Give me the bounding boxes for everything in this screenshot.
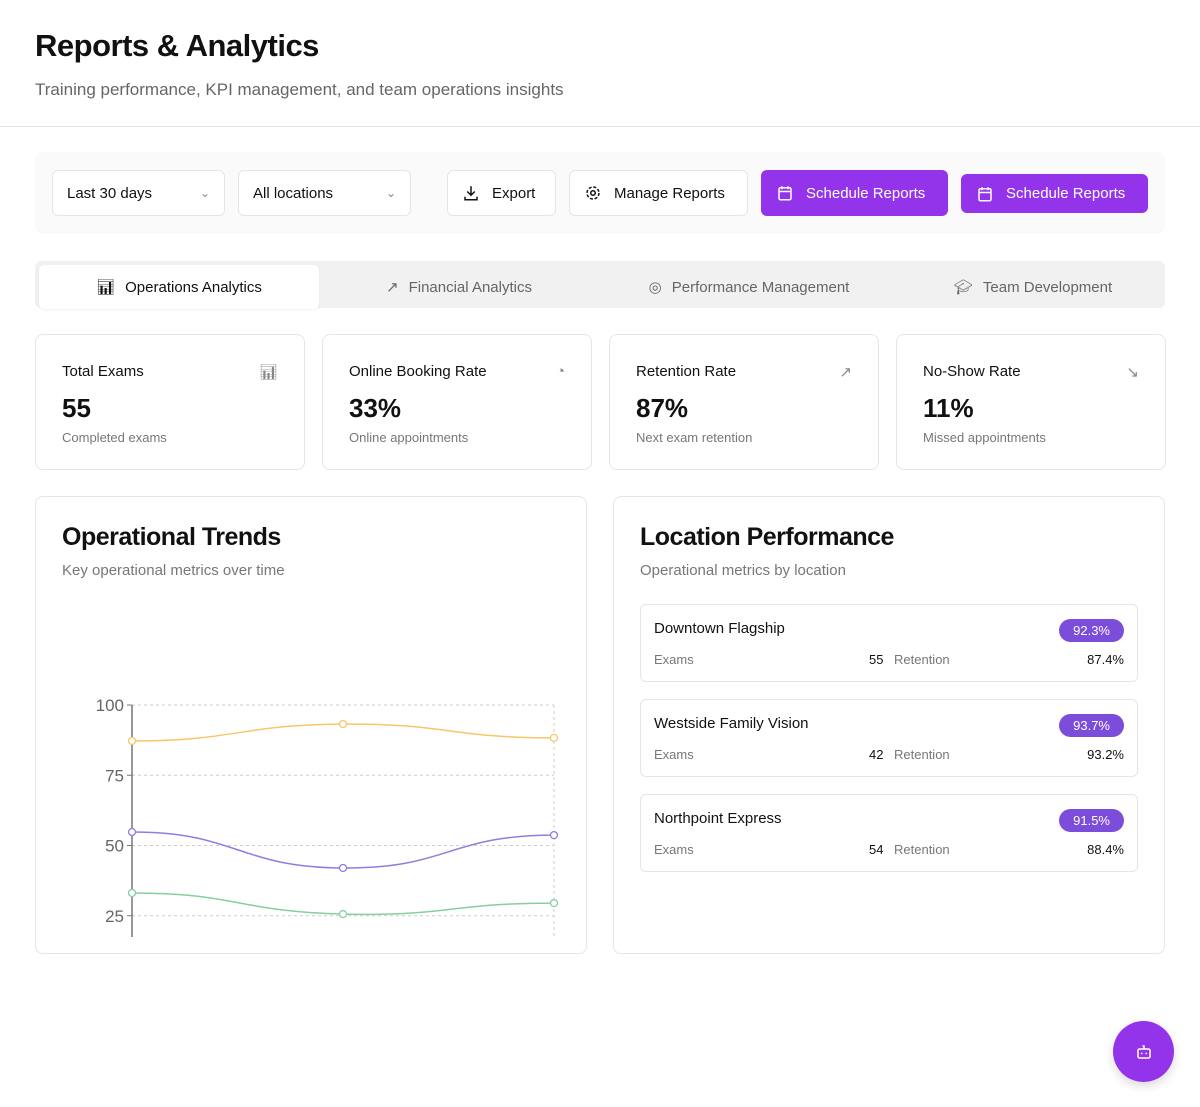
trending-down-icon: ↘ bbox=[1126, 364, 1139, 381]
y-tick-label: 25 bbox=[105, 907, 124, 926]
card-title: Operational Trends bbox=[62, 523, 281, 551]
page-subtitle: Training performance, KPI management, an… bbox=[35, 80, 564, 99]
retention-label: Retention bbox=[894, 747, 950, 762]
target-icon: ◎ bbox=[648, 279, 662, 296]
export-button[interactable]: Export bbox=[447, 170, 556, 216]
kpi-retention-rate: Retention Rate ↗ 87% Next exam retention bbox=[609, 334, 879, 470]
retention-label: Retention bbox=[894, 652, 950, 667]
kpi-title: Retention Rate bbox=[636, 363, 737, 380]
date-range-select[interactable]: Last 30 days ⌄ bbox=[52, 170, 225, 216]
series-green-point bbox=[127, 888, 137, 898]
y-tick-label: 50 bbox=[105, 837, 124, 856]
page-title: Reports & Analytics bbox=[35, 28, 319, 63]
manage-reports-button[interactable]: Manage Reports bbox=[569, 170, 748, 216]
score-badge: 91.5% bbox=[1059, 809, 1124, 832]
retention-value: 88.4% bbox=[1087, 842, 1124, 857]
kpi-value: 11% bbox=[923, 393, 974, 423]
tab-label: Operations Analytics bbox=[125, 278, 262, 296]
card-title: Location Performance bbox=[640, 523, 894, 551]
y-tick-label: 75 bbox=[105, 766, 124, 785]
retention-value: 93.2% bbox=[1087, 747, 1124, 762]
series-yellow-point bbox=[127, 736, 137, 746]
trends-chart: 02550751002025-08-21 - 2025-09-04 bbox=[96, 696, 559, 937]
exams-value: 42 bbox=[869, 747, 884, 762]
series-purple-line bbox=[131, 831, 555, 869]
graduation-cap-icon: 🎓︎ bbox=[953, 279, 973, 296]
trending-up-icon: ↗ bbox=[386, 279, 399, 296]
tab-performance-management[interactable]: ◎ Performance Management bbox=[599, 265, 899, 309]
series-purple-point bbox=[549, 830, 559, 840]
trending-up-icon: ↗ bbox=[839, 364, 852, 381]
location-row: Westside Family Vision 93.7% Exams 42 Re… bbox=[640, 699, 1138, 777]
kpi-subtitle: Next exam retention bbox=[636, 430, 753, 445]
schedule-reports-button-2[interactable]: Schedule Reports bbox=[961, 174, 1148, 213]
gear-icon bbox=[586, 186, 600, 200]
series-yellow-point bbox=[338, 719, 348, 729]
exams-label: Exams bbox=[654, 842, 694, 857]
chevron-down-icon: ⌄ bbox=[199, 186, 210, 200]
location-value: All locations bbox=[253, 184, 334, 202]
score-badge: 93.7% bbox=[1059, 714, 1124, 737]
schedule-reports-label: Schedule Reports bbox=[1006, 185, 1126, 202]
series-purple-point bbox=[127, 827, 137, 837]
toolbar: Last 30 days ⌄ All locations ⌄ Export Mana… bbox=[35, 152, 1165, 234]
exams-label: Exams bbox=[654, 652, 694, 667]
score-badge: 92.3% bbox=[1059, 619, 1124, 642]
retention-value: 87.4% bbox=[1087, 652, 1124, 667]
export-label: Export bbox=[492, 184, 536, 202]
card-subtitle: Operational metrics by location bbox=[640, 562, 846, 579]
tab-label: Financial Analytics bbox=[408, 278, 532, 296]
location-select[interactable]: All locations ⌄ bbox=[238, 170, 411, 216]
exams-value: 54 bbox=[869, 842, 884, 857]
kpi-value: 87% bbox=[636, 393, 689, 423]
retention-label: Retention bbox=[894, 842, 950, 857]
tab-label: Team Development bbox=[982, 278, 1113, 296]
exams-label: Exams bbox=[654, 747, 694, 762]
schedule-reports-button[interactable]: Schedule Reports bbox=[761, 170, 948, 216]
bar-chart-icon: 📊︎ bbox=[96, 279, 116, 296]
y-tick-label: 100 bbox=[96, 696, 124, 715]
tab-financial-analytics[interactable]: ↗ Financial Analytics bbox=[319, 265, 599, 309]
schedule-reports-label: Schedule Reports bbox=[806, 184, 926, 202]
location-name: Downtown Flagship bbox=[654, 620, 785, 637]
pie-chart-icon: ◔ bbox=[555, 363, 565, 380]
calendar-icon bbox=[778, 186, 792, 201]
series-green-point bbox=[549, 898, 559, 908]
calendar-icon bbox=[978, 186, 992, 201]
kpi-no-show-rate: No-Show Rate ↘ 11% Missed appointments bbox=[896, 334, 1166, 470]
kpi-subtitle: Missed appointments bbox=[923, 430, 1046, 445]
card-subtitle: Key operational metrics over time bbox=[62, 562, 285, 579]
location-name: Northpoint Express bbox=[654, 810, 782, 827]
kpi-value: 55 bbox=[62, 393, 91, 423]
series-purple-point bbox=[338, 863, 348, 873]
kpi-subtitle: Online appointments bbox=[349, 430, 469, 445]
location-name: Westside Family Vision bbox=[654, 715, 809, 732]
exams-value: 55 bbox=[869, 652, 884, 667]
date-range-value: Last 30 days bbox=[67, 184, 153, 202]
location-performance-card: Location Performance Operational metrics… bbox=[613, 496, 1165, 954]
kpi-title: No-Show Rate bbox=[923, 363, 1021, 380]
download-icon bbox=[464, 186, 478, 201]
location-row: Northpoint Express 91.5% Exams 54 Retent… bbox=[640, 794, 1138, 872]
kpi-online-booking-rate: Online Booking Rate ◔ 33% Online appointmen… bbox=[322, 334, 592, 470]
kpi-total-exams: Total Exams 📊︎ 55 Completed exams bbox=[35, 334, 305, 470]
kpi-title: Total Exams bbox=[62, 363, 144, 380]
kpi-subtitle: Completed exams bbox=[62, 430, 167, 445]
tab-team-development[interactable]: 🎓︎ Team Development bbox=[893, 265, 1173, 309]
kpi-title: Online Booking Rate bbox=[349, 363, 487, 380]
manage-reports-label: Manage Reports bbox=[614, 184, 725, 202]
bar-chart-icon: 📊︎ bbox=[258, 364, 278, 381]
tab-bar: 📊︎ Operations Analytics ↗ Financial Analyt… bbox=[35, 261, 1165, 309]
tab-label: Performance Management bbox=[671, 278, 850, 296]
kpi-value: 33% bbox=[349, 393, 402, 423]
series-yellow-point bbox=[549, 733, 559, 743]
operational-trends-card: Operational Trends Key operational metri… bbox=[35, 496, 587, 954]
tab-operations-analytics[interactable]: 📊︎ Operations Analytics bbox=[39, 265, 319, 309]
location-row: Downtown Flagship 92.3% Exams 55 Retenti… bbox=[640, 604, 1138, 682]
assistant-bot-button[interactable] bbox=[1113, 1021, 1174, 1082]
series-green-point bbox=[338, 909, 348, 919]
chevron-down-icon: ⌄ bbox=[385, 186, 396, 200]
bot-icon bbox=[1136, 1044, 1151, 1059]
page-header: Reports & Analytics Training performance… bbox=[0, 0, 1200, 127]
